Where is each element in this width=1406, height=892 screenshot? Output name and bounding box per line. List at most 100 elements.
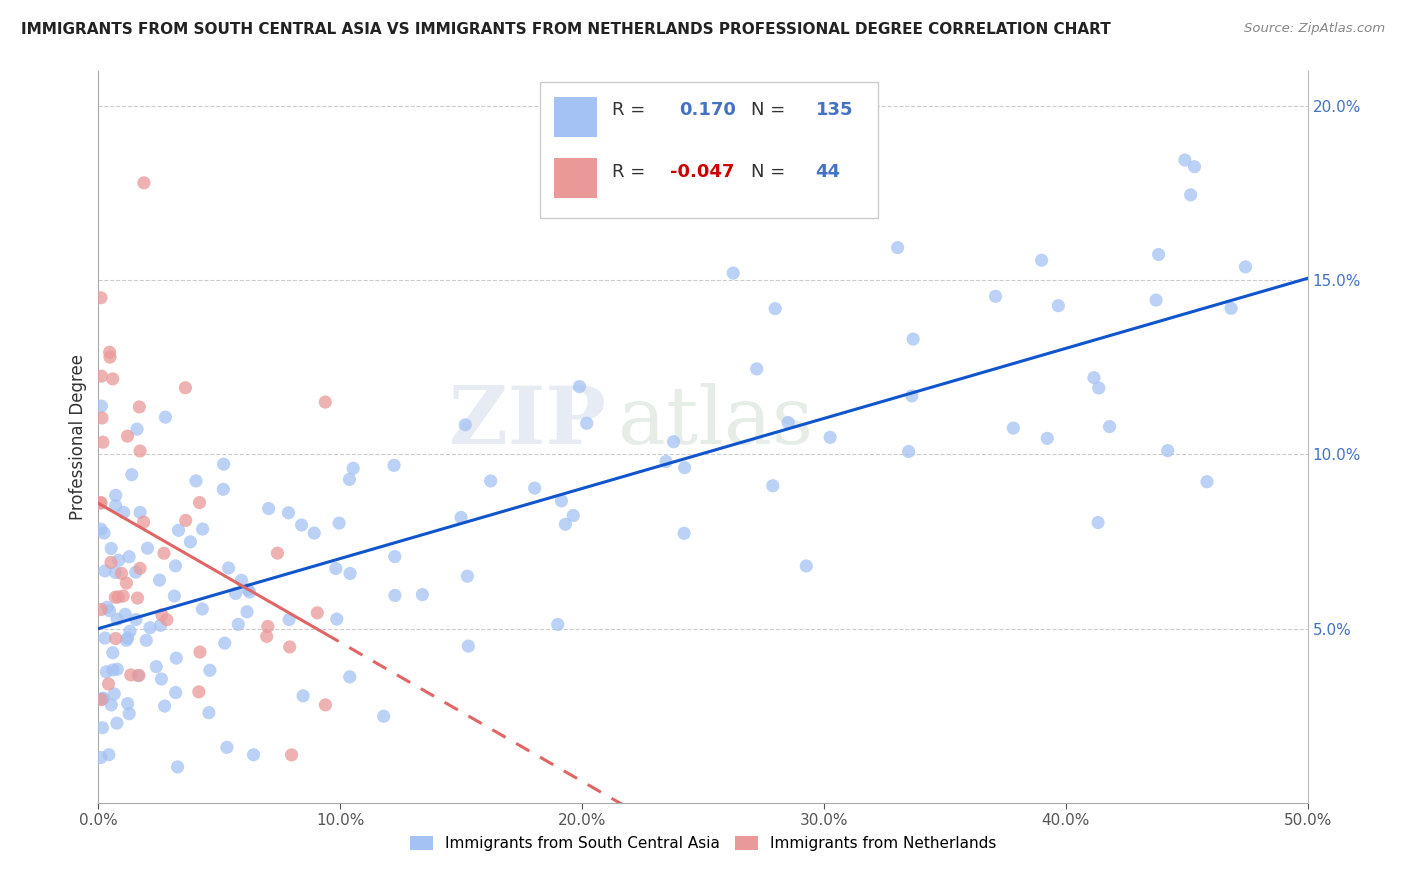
Point <box>104 632 127 646</box>
Point <box>105 612 128 626</box>
Point <box>215 740 238 755</box>
Point <box>291 518 314 533</box>
Point <box>239 585 262 599</box>
Point <box>550 493 572 508</box>
Point <box>655 454 678 468</box>
Point <box>277 506 299 520</box>
Point <box>1002 421 1025 435</box>
Point <box>184 474 207 488</box>
Point <box>127 591 149 605</box>
Point <box>101 372 124 386</box>
Point <box>302 526 325 541</box>
Point <box>187 685 209 699</box>
Text: R =: R = <box>613 101 645 120</box>
FancyBboxPatch shape <box>554 158 596 198</box>
Point <box>90 291 112 305</box>
Point <box>107 590 129 604</box>
Text: N =: N = <box>751 162 786 180</box>
Point <box>721 266 744 280</box>
Point <box>125 613 148 627</box>
Point <box>125 422 148 436</box>
Point <box>384 589 406 603</box>
Point <box>1036 431 1059 445</box>
Point <box>568 379 591 393</box>
Point <box>278 640 301 654</box>
Point <box>135 633 157 648</box>
Point <box>100 555 122 569</box>
Text: N =: N = <box>751 101 786 120</box>
Point <box>818 430 841 444</box>
Point <box>562 508 585 523</box>
Point <box>547 617 569 632</box>
Point <box>1087 381 1109 395</box>
Point <box>384 549 406 564</box>
Point <box>457 639 479 653</box>
Text: IMMIGRANTS FROM SOUTH CENTRAL ASIA VS IMMIGRANTS FROM NETHERLANDS PROFESSIONAL D: IMMIGRANTS FROM SOUTH CENTRAL ASIA VS IM… <box>21 22 1111 37</box>
Point <box>91 411 114 425</box>
Point <box>104 566 127 580</box>
Point <box>90 522 112 536</box>
Point <box>218 561 240 575</box>
Point <box>129 561 152 575</box>
Point <box>575 417 598 431</box>
Point <box>450 510 472 524</box>
Point <box>91 721 114 735</box>
Point <box>127 668 149 682</box>
Point <box>745 362 768 376</box>
Point <box>145 659 167 673</box>
Point <box>101 646 124 660</box>
Point <box>1098 419 1121 434</box>
Point <box>411 588 433 602</box>
Point <box>148 573 170 587</box>
Point <box>257 501 280 516</box>
Point <box>673 526 696 541</box>
Point <box>479 474 502 488</box>
FancyBboxPatch shape <box>554 97 596 137</box>
Text: Source: ZipAtlas.com: Source: ZipAtlas.com <box>1244 22 1385 36</box>
Point <box>886 241 908 255</box>
Point <box>103 687 125 701</box>
Point <box>115 576 138 591</box>
Point <box>132 176 155 190</box>
Point <box>128 400 150 414</box>
Point <box>117 697 139 711</box>
Point <box>136 541 159 556</box>
Point <box>165 558 187 573</box>
Point <box>236 605 259 619</box>
Point <box>212 457 235 471</box>
Point <box>984 289 1007 303</box>
Point <box>326 612 349 626</box>
Point <box>266 546 288 560</box>
Point <box>150 672 173 686</box>
Point <box>314 698 336 712</box>
Point <box>1234 260 1257 274</box>
Point <box>278 613 301 627</box>
Y-axis label: Professional Degree: Professional Degree <box>69 354 87 520</box>
Point <box>90 495 112 509</box>
Point <box>339 566 361 581</box>
Point <box>91 691 114 706</box>
Point <box>100 541 122 556</box>
Point <box>1031 253 1053 268</box>
Point <box>97 677 120 691</box>
Point <box>1083 370 1105 384</box>
Point <box>153 546 176 560</box>
Point <box>165 685 187 699</box>
Point <box>105 716 128 731</box>
Point <box>280 747 302 762</box>
Point <box>97 747 120 762</box>
Point <box>1047 299 1070 313</box>
Point <box>1087 516 1109 530</box>
FancyBboxPatch shape <box>540 82 879 218</box>
Point <box>314 395 336 409</box>
Point <box>163 589 186 603</box>
Point <box>1180 187 1202 202</box>
Point <box>90 496 112 510</box>
Point <box>214 636 236 650</box>
Point <box>1174 153 1197 167</box>
Text: -0.047: -0.047 <box>671 162 735 180</box>
Point <box>242 747 264 762</box>
Point <box>98 604 121 618</box>
Point <box>129 505 152 519</box>
Point <box>762 479 785 493</box>
